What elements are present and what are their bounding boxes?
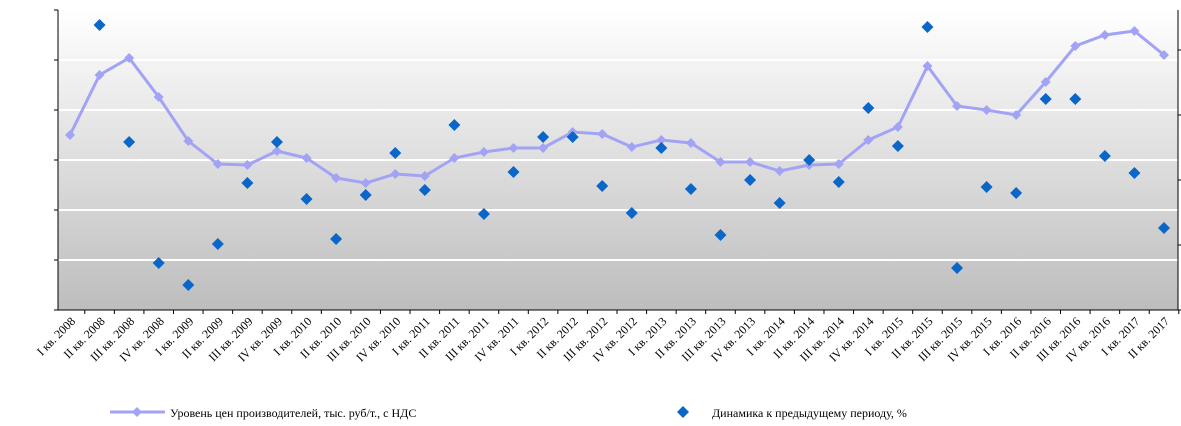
line-marker [656,135,667,145]
line-marker [1159,50,1169,60]
scatter-marker [773,197,786,209]
line-marker [301,153,312,163]
scatter-marker [1158,222,1170,234]
scatter-marker [980,181,993,193]
line-marker [124,53,135,63]
scatter-marker [744,174,757,186]
legend-marker [677,406,689,418]
line-marker [626,142,637,152]
scatter-marker [359,189,372,201]
scatter-marker [389,147,402,159]
line-marker [745,157,756,167]
line-marker [922,61,933,71]
scatter-marker [684,183,697,195]
line-marker [390,169,401,179]
scatter-marker [1128,167,1141,179]
line-marker [94,70,105,80]
line-marker [1040,77,1051,87]
line-marker [597,129,608,139]
scatter-marker [241,177,254,189]
scatter-marker [832,176,845,188]
scatter-marker [655,142,668,154]
scatter-marker [537,131,550,143]
scatter-marker [803,154,816,166]
line-marker [685,138,696,148]
scatter-marker [270,136,283,148]
scatter-marker [211,238,224,250]
legend-marker [132,407,142,417]
scatter-marker [862,102,875,114]
scatter-marker [477,208,490,220]
line-marker [449,153,460,163]
legend-label: Уровень цен производителей, тыс. руб/т.,… [170,406,416,420]
scatter-marker [566,131,579,143]
scatter-marker [1010,187,1023,199]
line-marker [538,143,549,153]
line-marker [153,92,164,102]
line-marker [1070,41,1081,51]
line-marker [1011,110,1022,120]
scatter-marker [507,166,520,178]
line-marker [981,105,992,115]
scatter-marker [300,193,313,205]
legend-label: Динамика к предыдущему периоду, % [712,406,907,420]
scatter-marker [418,184,431,196]
line-marker [1099,30,1110,40]
line-marker [331,173,342,183]
scatter-marker [714,229,727,241]
line-marker [478,147,489,157]
line-marker [774,166,785,176]
scatter-marker [596,180,609,192]
line-marker [360,178,371,188]
scatter-marker [1039,93,1052,105]
scatter-marker [182,279,195,291]
line-marker [419,171,430,181]
scatter-marker [921,21,934,33]
line-marker [183,136,194,146]
line-marker [715,157,726,167]
line-marker [271,146,282,156]
line-marker [833,159,844,169]
scatter-marker [330,233,343,245]
scatter-marker [448,119,461,131]
line-marker [892,122,903,132]
scatter-marker [951,262,964,274]
line-marker [952,101,963,111]
scatter-marker [625,207,638,219]
line-marker [1129,26,1140,36]
line-marker [65,130,75,140]
scatter-marker [123,136,136,148]
scatter-marker [1069,93,1082,105]
line-marker [212,159,223,169]
scatter-marker [891,140,904,152]
line-marker [863,135,874,145]
scatter-marker [1098,150,1111,162]
scatter-marker [152,257,165,269]
line-marker [242,160,253,170]
price-line [68,29,1165,185]
line-marker [508,143,519,153]
scatter-marker [93,19,106,31]
